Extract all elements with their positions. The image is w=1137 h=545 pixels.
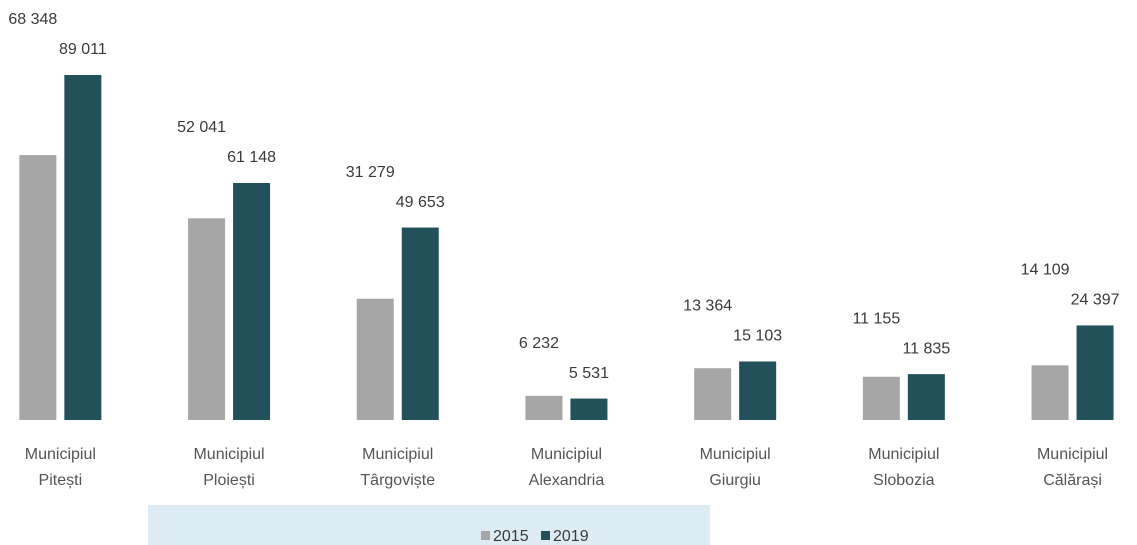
bar — [570, 398, 608, 420]
value-label: 31 279 — [346, 164, 395, 181]
bar — [862, 376, 900, 420]
legend-box — [148, 505, 710, 545]
value-label: 11 155 — [852, 310, 900, 327]
x-tick-label: Municipiul Alexandria — [529, 446, 605, 489]
value-label: 11 835 — [902, 340, 950, 357]
bar — [739, 361, 777, 420]
value-label: 15 103 — [733, 328, 782, 345]
value-label: 14 109 — [1021, 262, 1070, 279]
value-label: 13 364 — [683, 298, 732, 315]
bar — [401, 227, 439, 420]
bar — [356, 298, 394, 420]
legend-label: 2015 — [493, 528, 529, 545]
value-label: 49 653 — [396, 194, 445, 211]
x-tick-label: Municipiul Târgoviște — [360, 446, 435, 489]
x-tick-label: Municipiul Călărași — [1037, 446, 1108, 489]
x-tick-label: Municipiul Pitești — [25, 446, 96, 489]
x-tick-label: Municipiul Giurgiu — [700, 446, 771, 489]
bar — [525, 395, 563, 420]
bar — [1031, 365, 1069, 420]
value-label: 5 531 — [569, 365, 609, 382]
value-label: 52 041 — [177, 119, 226, 136]
value-label: 61 148 — [227, 149, 276, 166]
value-label: 6 232 — [519, 335, 559, 352]
value-label: 68 348 — [8, 11, 57, 28]
x-tick-label: Municipiul Ploiești — [193, 446, 264, 489]
bar — [694, 368, 732, 420]
bar — [64, 75, 102, 420]
value-label: 89 011 — [59, 41, 107, 58]
bar — [188, 218, 226, 420]
bar — [19, 155, 57, 420]
legend-label: 2019 — [553, 528, 589, 545]
bar — [907, 374, 945, 420]
legend-swatch — [481, 531, 490, 540]
legend-swatch — [541, 531, 550, 540]
bar — [1076, 325, 1114, 420]
x-tick-label: Municipiul Slobozia — [868, 446, 939, 489]
bar — [233, 182, 271, 420]
value-label: 24 397 — [1071, 292, 1120, 309]
